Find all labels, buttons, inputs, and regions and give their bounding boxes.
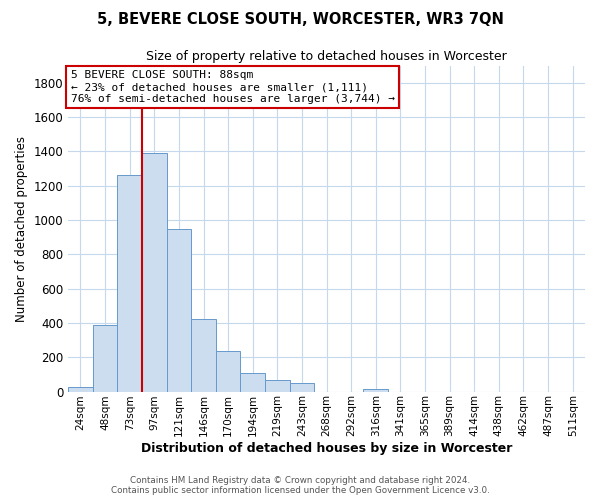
Bar [241,372,265,392]
Text: 5, BEVERE CLOSE SOUTH, WORCESTER, WR3 7QN: 5, BEVERE CLOSE SOUTH, WORCESTER, WR3 7Q… [97,12,503,28]
X-axis label: Distribution of detached houses by size in Worcester: Distribution of detached houses by size … [141,442,512,455]
Title: Size of property relative to detached houses in Worcester: Size of property relative to detached ho… [146,50,507,63]
Bar [68,388,93,392]
Bar [191,320,216,392]
Bar [167,228,191,392]
Y-axis label: Number of detached properties: Number of detached properties [15,136,28,322]
Text: Contains HM Land Registry data © Crown copyright and database right 2024.
Contai: Contains HM Land Registry data © Crown c… [110,476,490,495]
Bar [265,380,290,392]
Bar [118,176,142,392]
Bar [364,389,388,392]
Bar [93,324,118,392]
Bar [142,153,167,392]
Text: 5 BEVERE CLOSE SOUTH: 88sqm
← 23% of detached houses are smaller (1,111)
76% of : 5 BEVERE CLOSE SOUTH: 88sqm ← 23% of det… [71,70,395,104]
Bar [216,351,241,392]
Bar [290,383,314,392]
